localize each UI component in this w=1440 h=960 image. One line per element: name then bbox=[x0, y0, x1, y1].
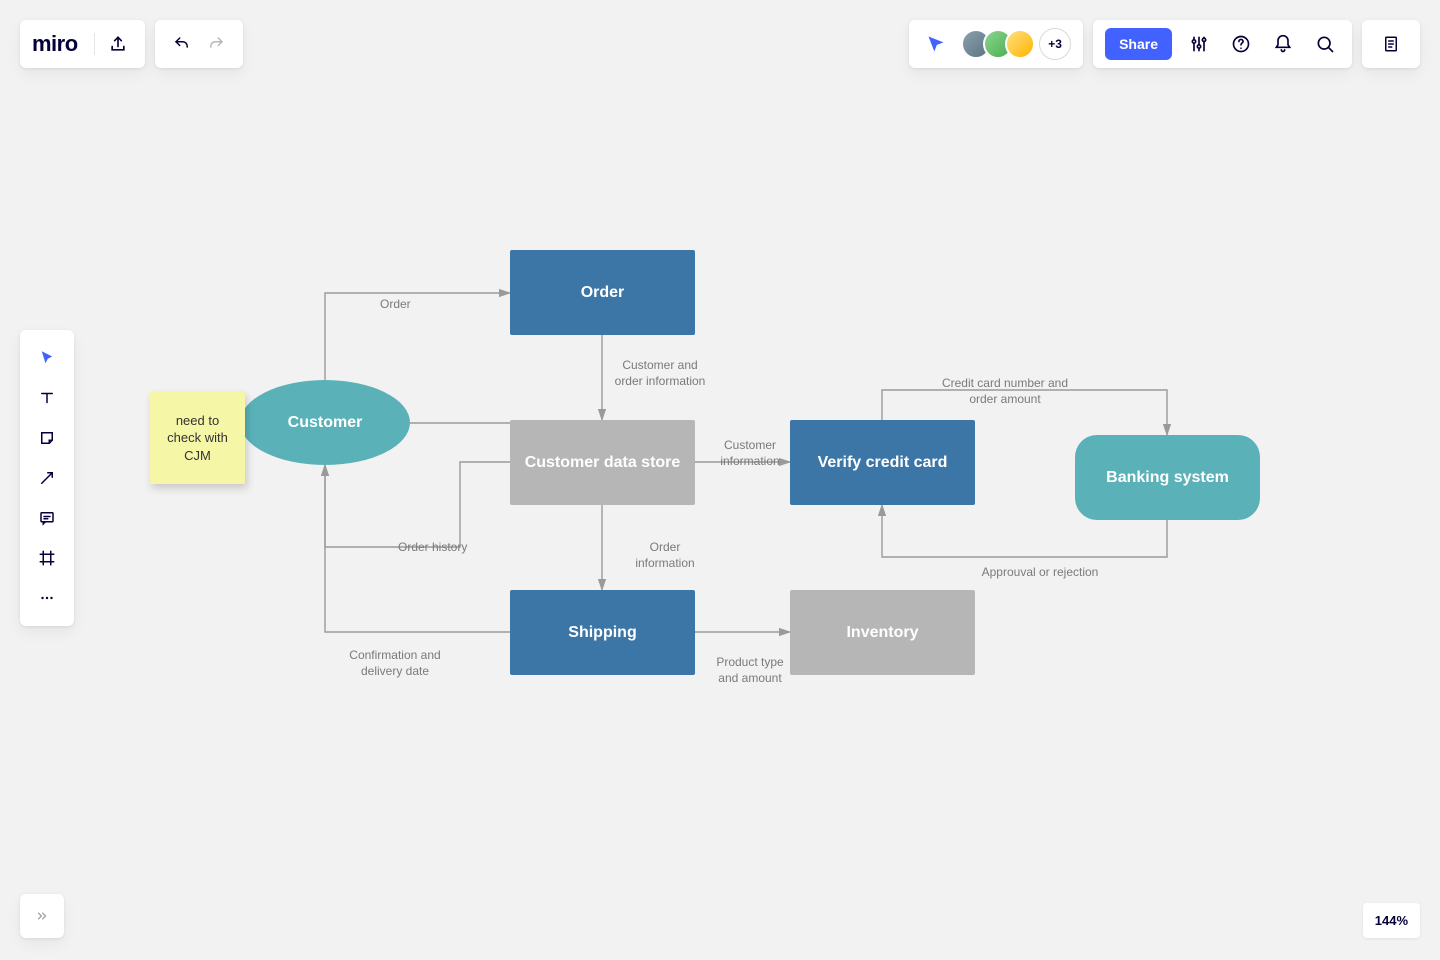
node-verify[interactable]: Verify credit card bbox=[790, 420, 975, 505]
edge-e4[interactable] bbox=[325, 465, 510, 632]
edge-label: Confirmation and delivery date bbox=[340, 648, 450, 679]
node-shipping[interactable]: Shipping bbox=[510, 590, 695, 675]
export-icon[interactable] bbox=[103, 29, 133, 59]
search-icon[interactable] bbox=[1310, 29, 1340, 59]
redo-icon[interactable] bbox=[201, 29, 231, 59]
tool-text[interactable] bbox=[27, 378, 67, 418]
tool-arrow[interactable] bbox=[27, 458, 67, 498]
edge-label: Order history bbox=[398, 540, 467, 556]
avatar-stack[interactable]: +3 bbox=[961, 28, 1071, 60]
edge-e5[interactable] bbox=[325, 462, 510, 547]
edge-label: Approuval or rejection bbox=[970, 565, 1110, 581]
node-datastore[interactable]: Customer data store bbox=[510, 420, 695, 505]
undo-icon[interactable] bbox=[167, 29, 197, 59]
top-bar-right: +3 Share bbox=[909, 20, 1420, 68]
app-logo[interactable]: miro bbox=[32, 31, 86, 57]
zoom-level[interactable]: 144% bbox=[1363, 903, 1420, 938]
node-banking[interactable]: Banking system bbox=[1075, 435, 1260, 520]
top-bar: miro +3 S bbox=[20, 20, 1420, 68]
sticky-note-text: need to check with CJM bbox=[160, 412, 235, 465]
actions-box: Share bbox=[1093, 20, 1352, 68]
undo-redo-box bbox=[155, 20, 243, 68]
notes-icon[interactable] bbox=[1376, 29, 1406, 59]
edge-label: Product type and amount bbox=[705, 655, 795, 686]
top-bar-left: miro bbox=[20, 20, 243, 68]
notes-box[interactable] bbox=[1362, 20, 1420, 68]
settings-icon[interactable] bbox=[1184, 29, 1214, 59]
notifications-icon[interactable] bbox=[1268, 29, 1298, 59]
cursor-presence-icon[interactable] bbox=[921, 29, 951, 59]
node-inventory[interactable]: Inventory bbox=[790, 590, 975, 675]
collapse-panel-button[interactable] bbox=[20, 894, 64, 938]
tool-comment[interactable] bbox=[27, 498, 67, 538]
edge-label: Customer information bbox=[710, 438, 790, 469]
edge-label: Order bbox=[380, 297, 411, 313]
help-icon[interactable] bbox=[1226, 29, 1256, 59]
tool-more[interactable] bbox=[27, 578, 67, 618]
avatar-overflow-count[interactable]: +3 bbox=[1039, 28, 1071, 60]
divider bbox=[94, 33, 95, 55]
node-order[interactable]: Order bbox=[510, 250, 695, 335]
tool-frame[interactable] bbox=[27, 538, 67, 578]
logo-box: miro bbox=[20, 20, 145, 68]
avatar[interactable] bbox=[1005, 29, 1035, 59]
edge-label: Credit card number and order amount bbox=[935, 376, 1075, 407]
edge-label: Order information bbox=[625, 540, 705, 571]
sticky-note[interactable]: need to check with CJM bbox=[150, 392, 245, 484]
presence-box: +3 bbox=[909, 20, 1083, 68]
tool-sticky[interactable] bbox=[27, 418, 67, 458]
edge-label: Customer and order information bbox=[610, 358, 710, 389]
tool-select[interactable] bbox=[27, 338, 67, 378]
left-toolbar bbox=[20, 330, 74, 626]
share-button[interactable]: Share bbox=[1105, 28, 1172, 60]
edge-e1[interactable] bbox=[325, 293, 510, 380]
node-customer[interactable]: Customer bbox=[240, 380, 410, 465]
canvas[interactable]: Customer Order Customer data store Shipping… bbox=[0, 0, 1440, 960]
